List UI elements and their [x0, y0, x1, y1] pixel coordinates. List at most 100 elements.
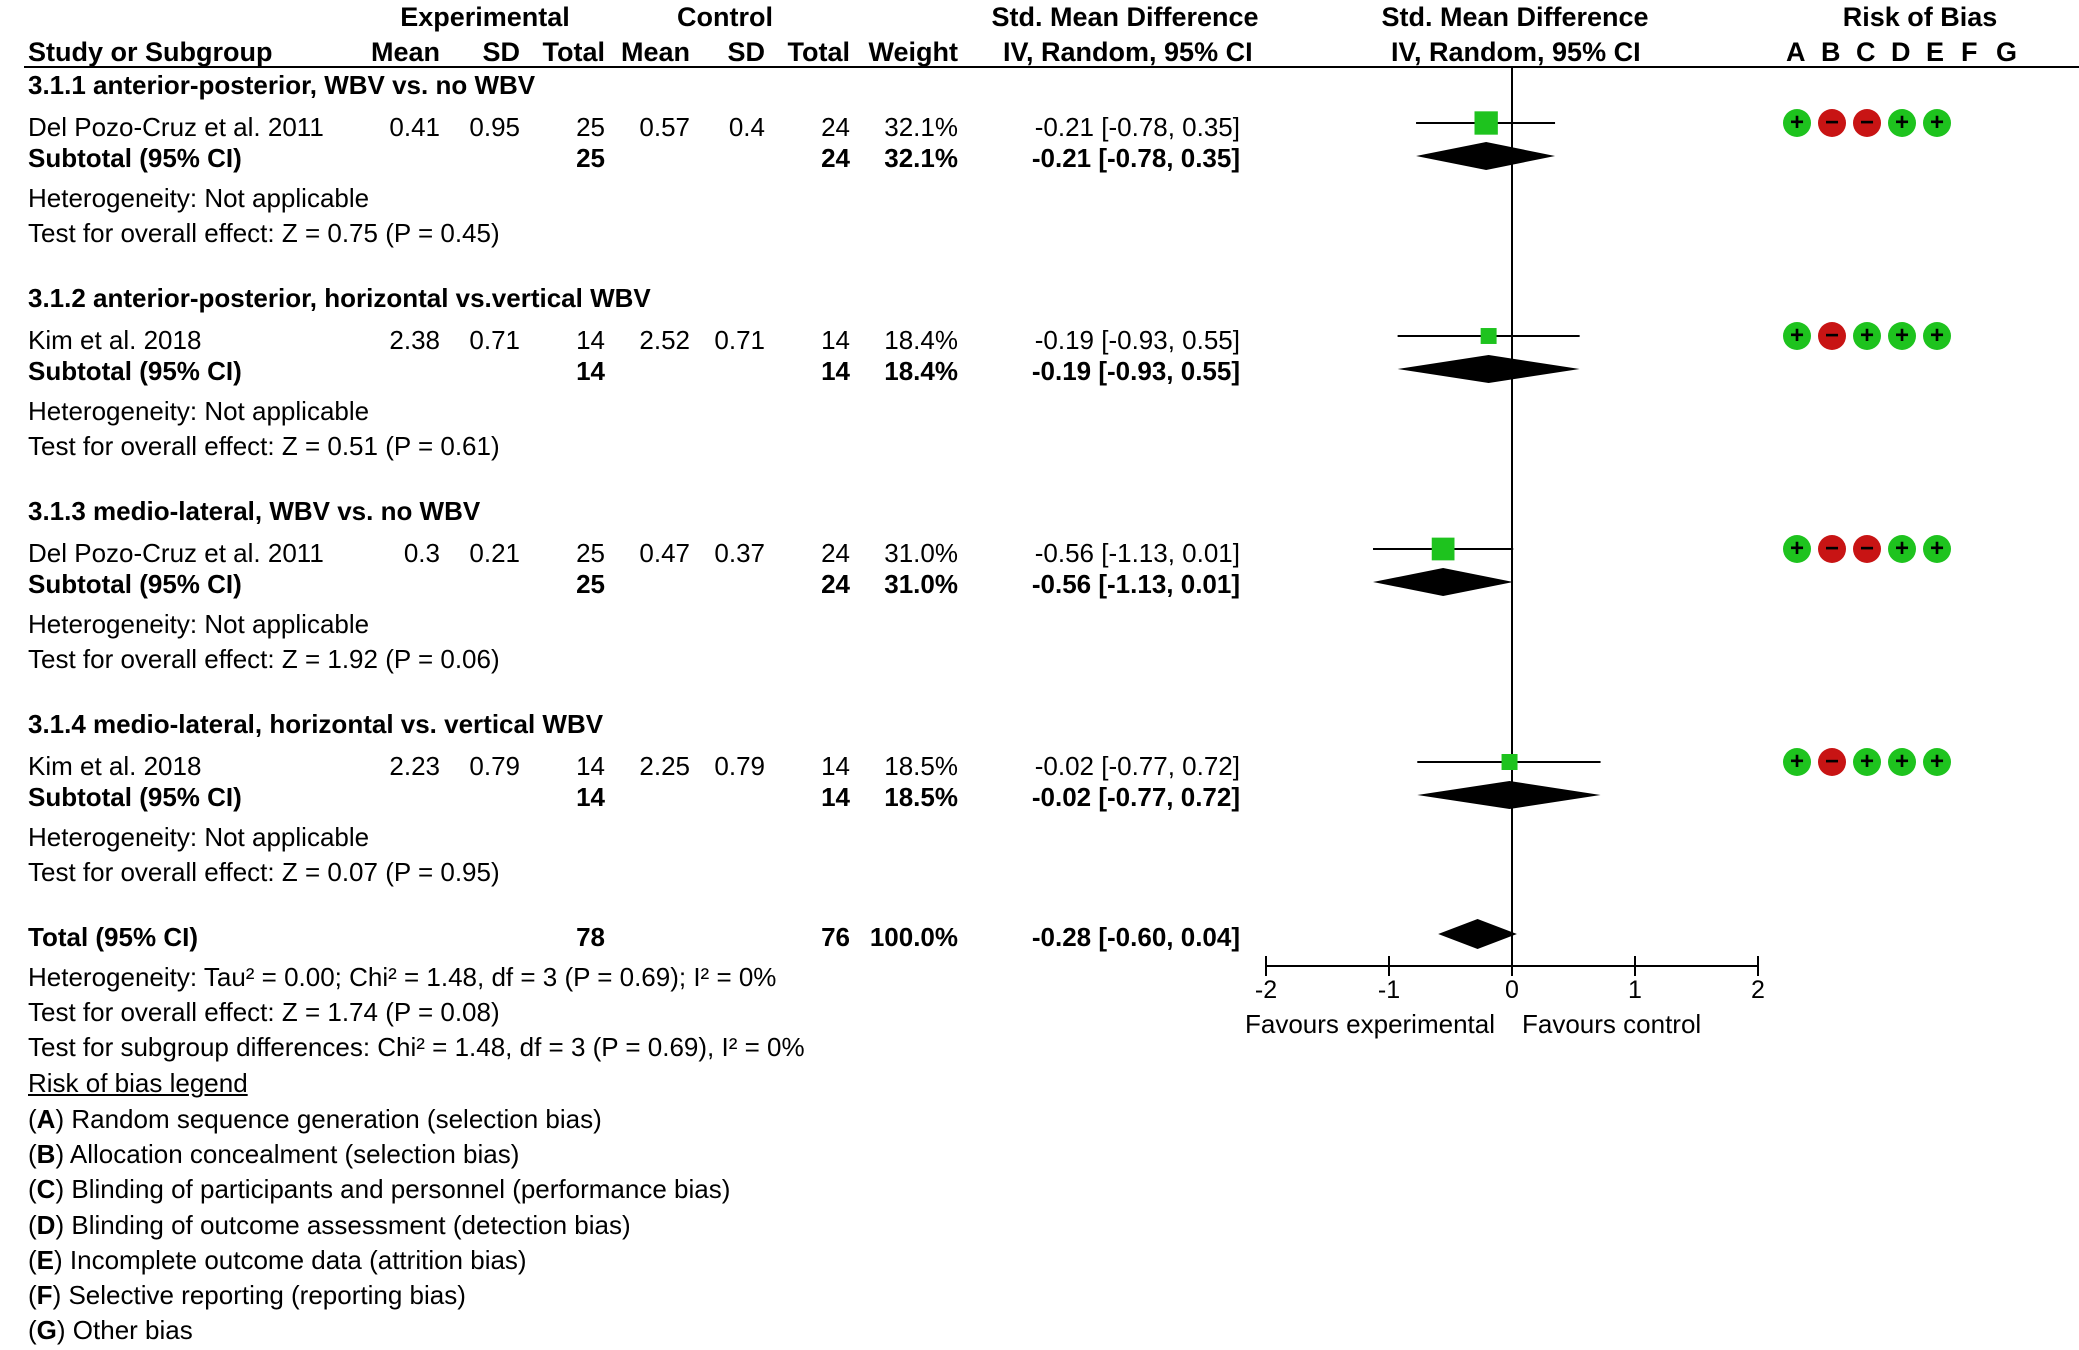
low-risk-icon: + [1853, 322, 1881, 350]
bias-letter-f: F [1961, 37, 1978, 67]
x-tick-label: 0 [1505, 976, 1519, 1004]
subtotal-e-total: 14 [576, 782, 605, 812]
low-risk-icon: + [1783, 535, 1811, 563]
header-experimental: Experimental [400, 2, 570, 32]
low-risk-icon: + [1888, 748, 1916, 776]
x-tick-label: 1 [1628, 976, 1642, 1004]
legend-letter: C [36, 1174, 56, 1204]
ci-text: -0.19 [-0.93, 0.55] [1034, 325, 1240, 355]
header-c-sd: SD [727, 37, 765, 67]
e-sd: 0.21 [469, 538, 520, 568]
total-e-total: 78 [576, 922, 605, 952]
total-c-total: 76 [821, 922, 850, 952]
header-control: Control [677, 2, 773, 32]
subtotal-diamond [1417, 781, 1601, 809]
c-mean: 0.57 [639, 112, 690, 142]
e-sd: 0.79 [469, 751, 520, 781]
subtotal-c-total: 14 [821, 356, 850, 386]
low-risk-icon: + [1888, 535, 1916, 563]
bias-letter-b: B [1821, 37, 1841, 67]
weight: 31.0% [884, 538, 958, 568]
study-name: Kim et al. 2018 [28, 751, 202, 781]
subtotal-weight: 18.4% [884, 356, 958, 386]
legend-letter: A [36, 1104, 56, 1134]
total-label: Total (95% CI) [28, 922, 198, 952]
e-total: 14 [576, 751, 605, 781]
legend-item: (A) Random sequence generation (selectio… [28, 1104, 602, 1134]
weight: 18.4% [884, 325, 958, 355]
high-risk-icon: − [1853, 535, 1881, 563]
low-risk-icon: + [1853, 748, 1881, 776]
subgroup-title: 3.1.1 anterior-posterior, WBV vs. no WBV [28, 70, 536, 100]
subtotal-e-total: 14 [576, 356, 605, 386]
legend-item: (G) Other bias [28, 1315, 193, 1345]
header-e-sd: SD [482, 37, 520, 67]
ci-text: -0.21 [-0.78, 0.35] [1034, 112, 1240, 142]
bias-letter-c: C [1856, 37, 1876, 67]
c-sd: 0.79 [714, 751, 765, 781]
low-risk-icon: + [1783, 748, 1811, 776]
subtotal-weight: 31.0% [884, 569, 958, 599]
subtotal-diamond [1416, 142, 1556, 170]
legend-item: (C) Blinding of participants and personn… [28, 1174, 731, 1204]
header-e-total: Total [542, 37, 606, 67]
low-risk-icon: + [1888, 322, 1916, 350]
header-c-total: Total [787, 37, 851, 67]
legend-letter: G [36, 1315, 57, 1345]
study-name: Del Pozo-Cruz et al. 2011 [28, 112, 324, 142]
ci-text: -0.56 [-1.13, 0.01] [1034, 538, 1240, 568]
x-tick-label: 2 [1751, 976, 1765, 1004]
e-mean: 2.23 [389, 751, 440, 781]
e-sd: 0.95 [469, 112, 520, 142]
c-sd: 0.4 [728, 112, 765, 142]
subgroup-differences: Test for subgroup differences: Chi² = 1.… [28, 1032, 805, 1062]
overall-effect-text: Test for overall effect: Z = 0.75 (P = 0… [28, 218, 500, 248]
c-sd: 0.37 [714, 538, 765, 568]
low-risk-icon: + [1783, 322, 1811, 350]
header-plot-method: IV, Random, 95% CI [1391, 37, 1641, 67]
overall-effect-text: Test for overall effect: Z = 0.07 (P = 0… [28, 857, 500, 887]
legend-item: (F) Selective reporting (reporting bias) [28, 1280, 466, 1310]
subtotal-c-total: 14 [821, 782, 850, 812]
low-risk-icon: + [1923, 109, 1951, 137]
header-plot-title: Std. Mean Difference [1381, 2, 1649, 32]
total-ci: -0.28 [-0.60, 0.04] [1031, 922, 1240, 952]
legend-text: Random sequence generation (selection bi… [64, 1104, 602, 1134]
legend-text: Allocation concealment (selection bias) [64, 1139, 520, 1169]
header-smd-method: IV, Random, 95% CI [1003, 37, 1253, 67]
overall-diamond [1438, 919, 1517, 949]
x-tick-label: -2 [1255, 976, 1277, 1004]
subtotal-ci: -0.56 [-1.13, 0.01] [1031, 569, 1240, 599]
high-risk-icon: − [1818, 109, 1846, 137]
bias-letter-a: A [1786, 37, 1806, 67]
study-marker [1431, 537, 1455, 561]
study-marker [1474, 111, 1498, 135]
subtotal-c-total: 24 [821, 143, 850, 173]
bias-letter-d: D [1891, 37, 1911, 67]
low-risk-icon: + [1783, 109, 1811, 137]
c-sd: 0.71 [714, 325, 765, 355]
header-c-mean: Mean [620, 37, 690, 67]
x-tick-label: -1 [1378, 976, 1400, 1004]
subgroup-title: 3.1.4 medio-lateral, horizontal vs. vert… [28, 709, 604, 739]
header-bias-title: Risk of Bias [1842, 2, 1998, 32]
low-risk-icon: + [1923, 322, 1951, 350]
e-total: 25 [576, 538, 605, 568]
c-total: 24 [821, 112, 850, 142]
e-mean: 0.3 [403, 538, 440, 568]
total-overall-effect: Test for overall effect: Z = 1.74 (P = 0… [28, 997, 500, 1027]
subtotal-ci: -0.02 [-0.77, 0.72] [1031, 782, 1240, 812]
subtotal-diamond [1397, 355, 1580, 383]
legend-item: (D) Blinding of outcome assessment (dete… [28, 1210, 631, 1240]
legend-text: Incomplete outcome data (attrition bias) [62, 1245, 527, 1275]
legend-letter: F [36, 1280, 53, 1310]
legend-letter: E [36, 1245, 55, 1275]
subtotal-weight: 32.1% [884, 143, 958, 173]
low-risk-icon: + [1923, 535, 1951, 563]
total-heterogeneity: Heterogeneity: Tau² = 0.00; Chi² = 1.48,… [28, 962, 777, 992]
low-risk-icon: + [1923, 748, 1951, 776]
subgroup-title: 3.1.3 medio-lateral, WBV vs. no WBV [28, 496, 481, 526]
high-risk-icon: − [1818, 535, 1846, 563]
subtotal-label: Subtotal (95% CI) [28, 782, 242, 812]
overall-effect-text: Test for overall effect: Z = 1.92 (P = 0… [28, 644, 500, 674]
